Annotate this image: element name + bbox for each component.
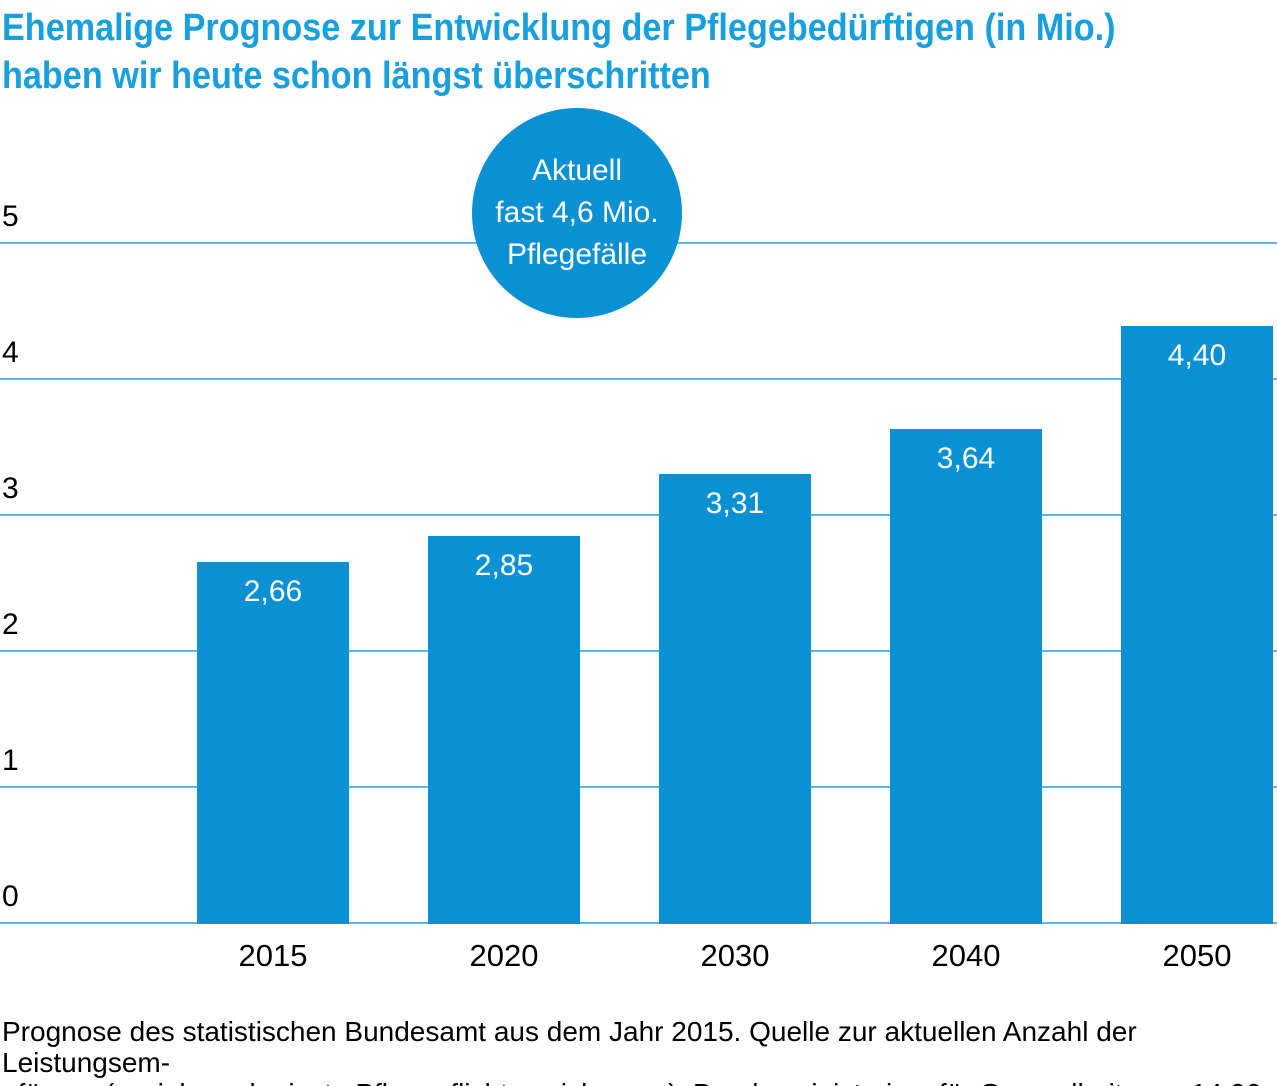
- x-tick-label-2050: 2050: [1162, 938, 1232, 973]
- source-note-line-1: Prognose des statistischen Bundesamt aus…: [2, 1016, 1137, 1078]
- annotation-line: Pflegefälle: [506, 238, 648, 271]
- y-tick-label-0: 0: [2, 880, 19, 913]
- bar-2020: 2,85: [428, 536, 580, 924]
- gridline-3: [0, 514, 1277, 516]
- x-tick-label-2015: 2015: [238, 938, 308, 973]
- y-tick-label-4: 4: [2, 336, 19, 369]
- bar-value-label-2020: 2,85: [474, 549, 534, 583]
- chart-title-line-2: haben wir heute schon längst überschritt…: [2, 55, 711, 97]
- bar-2040: 3,64: [890, 428, 1042, 924]
- gridline-2: [0, 650, 1277, 652]
- annotation-line: fast 4,6 Mio.: [495, 196, 659, 229]
- chart-title: Ehemalige Prognose zur Entwicklung der P…: [2, 4, 1262, 100]
- annotation-bubble: Aktuell fast 4,6 Mio. Pflegefälle: [472, 108, 682, 318]
- gridline-0: [0, 922, 1277, 924]
- x-tick-label-2030: 2030: [700, 938, 770, 973]
- annotation-line: Aktuell: [531, 154, 623, 187]
- gridline-1: [0, 786, 1277, 788]
- bar-value-label-2050: 4,40: [1167, 338, 1227, 372]
- source-note: Prognose des statistischen Bundesamt aus…: [2, 1016, 1277, 1086]
- chart-title-line-1: Ehemalige Prognose zur Entwicklung der P…: [2, 7, 1116, 49]
- x-tick-label-2040: 2040: [931, 938, 1001, 973]
- y-tick-label-1: 1: [2, 744, 19, 777]
- y-tick-label-2: 2: [2, 608, 19, 641]
- source-note-line-2: pfänger (soziale und private Pflegepflic…: [2, 1078, 1277, 1086]
- bar-2050: 4,40: [1121, 325, 1273, 924]
- y-tick-label-3: 3: [2, 472, 19, 505]
- bar-value-label-2015: 2,66: [243, 575, 303, 609]
- gridline-4: [0, 378, 1277, 380]
- x-tick-label-2020: 2020: [469, 938, 539, 973]
- bar-2030: 3,31: [659, 473, 811, 924]
- bar-2015: 2,66: [197, 562, 349, 924]
- bar-value-label-2040: 3,64: [936, 441, 996, 475]
- y-tick-label-5: 5: [2, 200, 19, 233]
- bar-value-label-2030: 3,31: [705, 486, 765, 520]
